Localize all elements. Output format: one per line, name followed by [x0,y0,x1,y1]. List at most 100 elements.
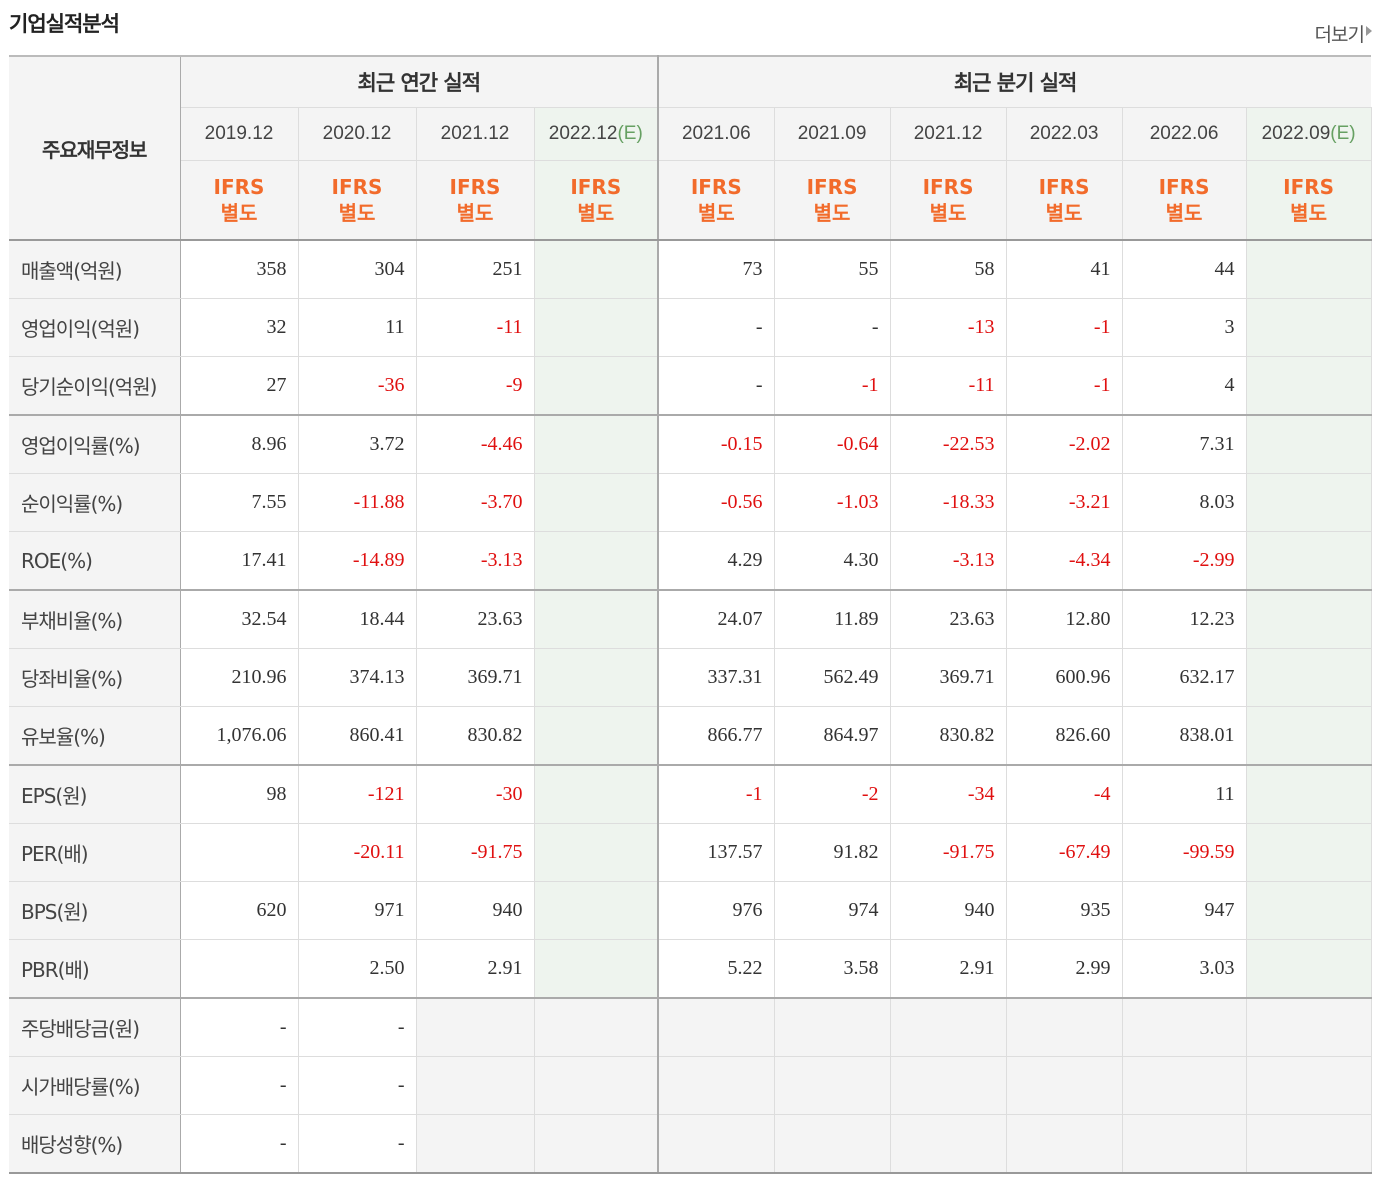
period-label: 2021.12 [440,123,510,144]
table-cell: 41 [1006,240,1123,299]
table-cell: 3 [1122,298,1247,357]
accounting-standard: IFRS [1038,175,1090,199]
table-cell [658,998,775,1057]
table-cell: 947 [1122,881,1247,940]
accounting-header: IFRS 별도 [890,160,1007,241]
period-label: 2021.09 [797,123,867,144]
table-cell: 137.57 [658,823,775,882]
table-cell [534,415,660,474]
table-cell: -91.75 [416,823,535,882]
table-cell: 562.49 [774,648,891,707]
table-cell: - [298,998,417,1057]
accounting-header: IFRS 별도 [658,160,775,241]
table-cell [1006,1114,1123,1174]
table-cell: 304 [298,240,417,299]
table-cell: -2.99 [1122,531,1247,591]
accounting-basis: 별도 [220,201,258,225]
table-cell: - [658,356,775,416]
table-cell [1122,998,1247,1057]
table-row: 매출액(억원) 358 304 251 73 55 58 41 44 [9,240,1372,299]
table-cell: -4.46 [416,415,535,474]
financial-table: 주요재무정보 최근 연간 실적 최근 분기 실적 2019.12 2020.12 2… [9,55,1372,1174]
row-label: 당기순이익(억원) [9,356,181,416]
table-cell: 91.82 [774,823,891,882]
table-cell [1246,706,1372,766]
table-cell [1246,765,1372,824]
table-row: 배당성향(%) - - [9,1114,1372,1174]
row-label: ROE(%) [9,531,181,591]
row-label: 배당성향(%) [9,1114,181,1174]
table-cell [180,939,299,999]
table-cell: -3.13 [416,531,535,591]
table-cell [1246,473,1372,532]
table-cell: 632.17 [1122,648,1247,707]
header-main: 주요재무정보 [9,55,181,241]
table-cell [534,531,660,591]
accounting-header: IFRS 별도 [1006,160,1123,241]
accounting-header: IFRS 별도 [1246,160,1372,241]
table-cell: 12.80 [1006,590,1123,649]
table-cell: 7.31 [1122,415,1247,474]
accounting-basis: 별도 [1165,201,1203,225]
table-cell: -1 [774,356,891,416]
table-cell: 7.55 [180,473,299,532]
accounting-basis: 별도 [697,201,735,225]
section-title: 기업실적분석 [9,12,120,36]
table-cell: -3.70 [416,473,535,532]
table-cell: 11 [1122,765,1247,824]
table-cell: -121 [298,765,417,824]
table-cell [1246,531,1372,591]
table-cell: 337.31 [658,648,775,707]
table-cell: 5.22 [658,939,775,999]
table-row: 부채비율(%) 32.54 18.44 23.63 24.07 11.89 23.63 12.… [9,590,1372,649]
table-cell: 3.58 [774,939,891,999]
table-cell [180,823,299,882]
table-cell [1122,1056,1247,1115]
table-cell: 374.13 [298,648,417,707]
table-cell [890,1056,1007,1115]
table-cell: -11.88 [298,473,417,532]
table-cell: 2.91 [890,939,1007,999]
table-cell [1246,415,1372,474]
accounting-header: IFRS 별도 [774,160,891,241]
table-cell: 8.96 [180,415,299,474]
table-row: ROE(%) 17.41 -14.89 -3.13 4.29 4.30 -3.13 -4.34… [9,531,1372,591]
table-cell [890,998,1007,1057]
accounting-standard: IFRS [449,175,501,199]
accounting-standard: IFRS [690,175,742,199]
table-cell [658,1114,775,1174]
table-cell: 2.99 [1006,939,1123,999]
accounting-header: IFRS 별도 [1122,160,1247,241]
table-cell [534,998,660,1057]
estimate-mark: (E) [1330,123,1356,144]
table-cell: -2 [774,765,891,824]
table-cell: -0.15 [658,415,775,474]
table-cell: -20.11 [298,823,417,882]
more-link[interactable]: 더보기 [1314,24,1365,46]
table-cell: 860.41 [298,706,417,766]
table-cell [1246,998,1372,1057]
table-cell: -3.21 [1006,473,1123,532]
table-cell: 826.60 [1006,706,1123,766]
table-cell: 3.03 [1122,939,1247,999]
table-cell: - [180,1114,299,1174]
period-header: 2021.09 [774,107,891,161]
accounting-header: IFRS 별도 [298,160,417,241]
table-cell: 940 [416,881,535,940]
table-row: 당기순이익(억원) 27 -36 -9- -1 -11 -1 4 [9,356,1372,416]
period-header: 2021.12 [416,107,535,161]
table-cell [774,1056,891,1115]
period-header: 2022.12(E) [534,107,660,161]
accounting-header: IFRS 별도 [180,160,299,241]
estimate-mark: (E) [617,123,643,144]
table-cell: 58 [890,240,1007,299]
row-label: 매출액(억원) [9,240,181,299]
table-cell: 55 [774,240,891,299]
table-cell [658,1056,775,1115]
row-label: 유보율(%) [9,706,181,766]
accounting-standard: IFRS [806,175,858,199]
table-cell: 18.44 [298,590,417,649]
accounting-header-row: IFRS 별도 IFRS 별도 IFRS 별도 IFRS 별도 IFRS 별도 IFRS 별도 IFRS… [9,160,1372,241]
table-cell: 358 [180,240,299,299]
accounting-standard: IFRS [213,175,265,199]
